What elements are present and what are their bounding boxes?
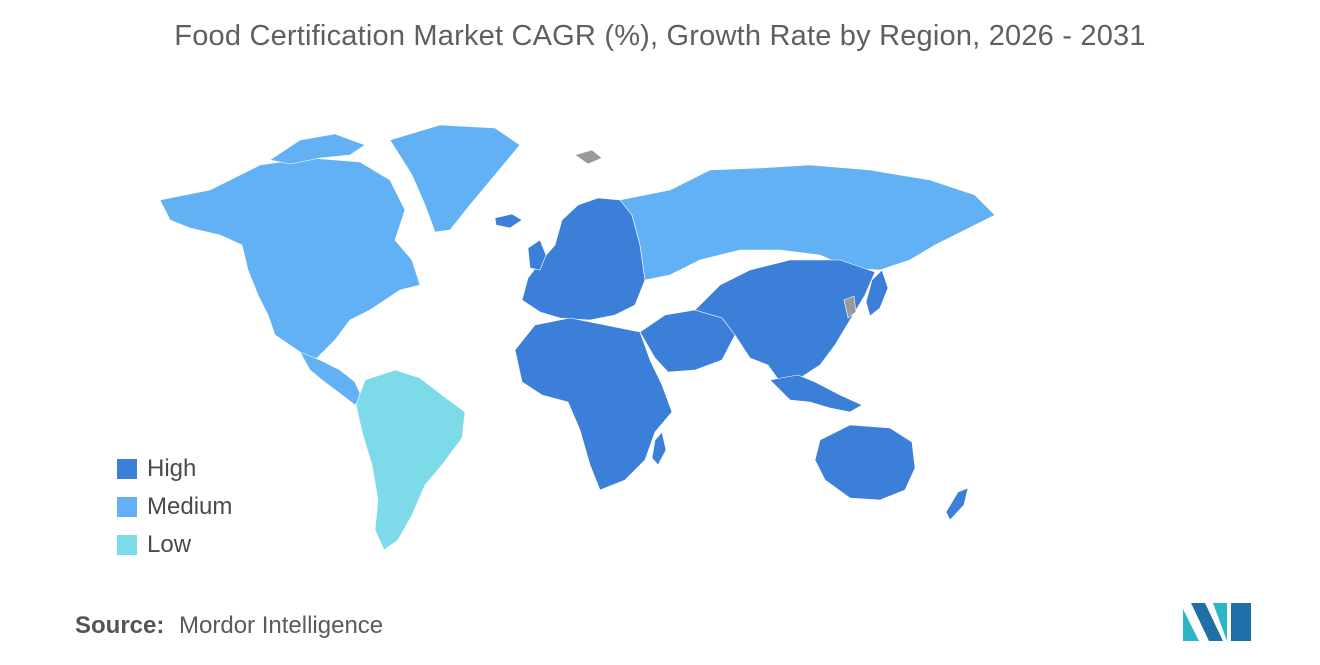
chart-title: Food Certification Market CAGR (%), Grow… <box>174 20 1146 52</box>
region-central-america <box>299 351 363 406</box>
region-north-america <box>159 157 421 366</box>
region-australia <box>814 424 916 501</box>
source-value: Mordor Intelligence <box>179 612 384 639</box>
region-arctic-islands <box>269 133 366 165</box>
source-line: Source: Mordor Intelligence <box>75 612 383 640</box>
region-greenland <box>389 124 521 233</box>
region-russia <box>619 164 996 281</box>
region-south-america <box>355 369 466 551</box>
mordor-logo <box>1183 603 1251 641</box>
world-map <box>159 124 996 551</box>
region-svalbard-nodata <box>574 149 603 165</box>
region-africa <box>514 317 673 491</box>
region-middle-east <box>639 309 736 373</box>
region-madagascar <box>651 431 667 466</box>
source-label: Source: <box>75 612 165 639</box>
legend-label-medium: Medium <box>147 493 233 520</box>
region-japan <box>865 269 889 317</box>
region-iceland <box>494 213 523 229</box>
region-asia <box>694 259 876 383</box>
region-new-zealand <box>945 487 969 521</box>
legend-item-high: High <box>117 450 232 488</box>
legend-item-low: Low <box>117 526 232 564</box>
legend-swatch-low <box>117 535 137 555</box>
legend-swatch-high <box>117 459 137 479</box>
legend-label-high: High <box>147 455 197 482</box>
region-southeast-asia <box>769 374 863 413</box>
region-uk <box>527 239 547 271</box>
region-korea-nodata <box>843 295 857 319</box>
legend-label-low: Low <box>147 531 192 558</box>
legend: High Medium Low <box>117 450 232 564</box>
legend-swatch-medium <box>117 497 137 517</box>
legend-item-medium: Medium <box>117 488 232 526</box>
